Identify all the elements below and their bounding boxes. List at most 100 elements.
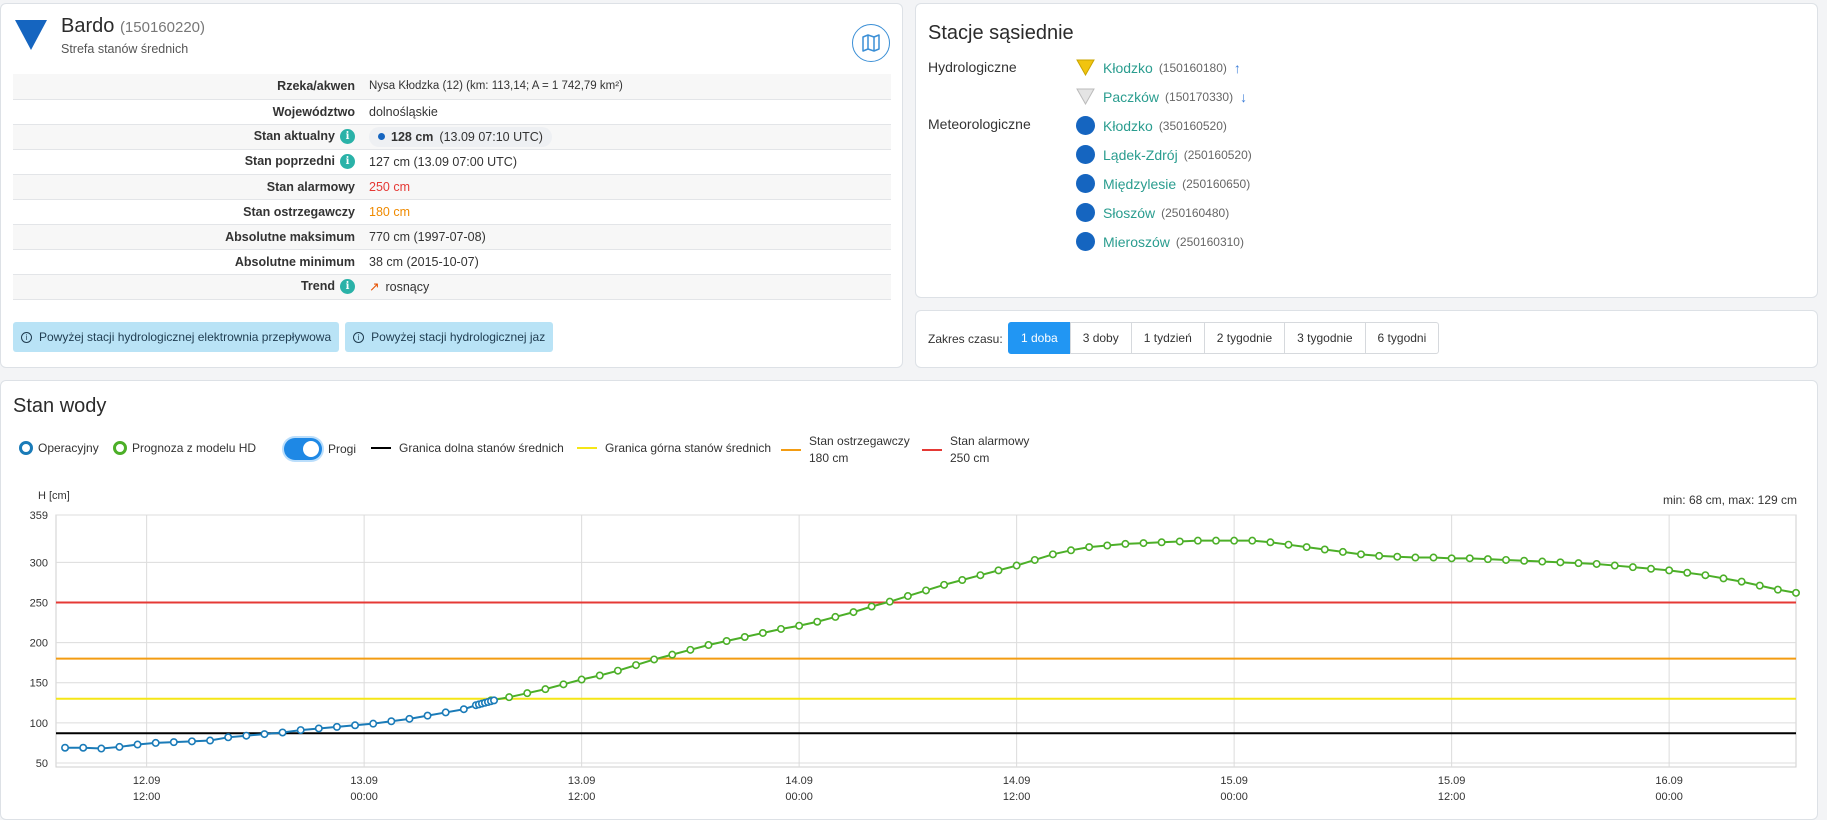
row-voivodeship: Województwo dolnośląskie [13, 99, 891, 125]
operational-point [224, 733, 233, 742]
forecast-point [1139, 539, 1148, 548]
range-2-weeks-button[interactable]: 2 tygodnie [1203, 322, 1286, 354]
forecast-point [1012, 561, 1021, 570]
operational-point [133, 740, 142, 749]
alarm-level-label: Stan alarmowy [13, 174, 363, 200]
upstream-arrow-icon: ↑ [1233, 59, 1241, 76]
operational-point [278, 728, 287, 737]
meteo-station-item[interactable]: Kłodzko (350160520) [1076, 116, 1227, 135]
row-warning-level: Stan ostrzegawczy 180 cm [13, 199, 891, 225]
forecast-point [1773, 585, 1782, 594]
legend-warning[interactable]: Stan ostrzegawczy 180 cm [781, 433, 910, 467]
hydro-station-item[interactable]: Kłodzko (150160180) ↑ [1076, 59, 1241, 76]
station-card: Bardo (150160220) Strefa stanów średnich… [0, 3, 903, 368]
station-link[interactable]: Kłodzko [1103, 117, 1153, 134]
station-zone: Strefa stanów średnich [61, 42, 189, 56]
forecast-point [1683, 568, 1692, 577]
forecast-point [1212, 536, 1221, 545]
x-tick-date: 13.09 [568, 775, 596, 787]
hydro-triangle-yellow-icon [1076, 59, 1095, 76]
x-tick-date: 15.09 [1438, 775, 1466, 787]
forecast-point [1610, 561, 1619, 570]
note-chip[interactable]: i Powyżej stacji hydrologicznej jaz [345, 322, 554, 352]
operational-point [296, 726, 305, 735]
forecast-ring-icon [113, 441, 127, 455]
range-6-weeks-button[interactable]: 6 tygodni [1364, 322, 1440, 354]
range-3-weeks-button[interactable]: 3 tygodnie [1284, 322, 1366, 354]
forecast-point [1230, 536, 1239, 545]
forecast-point [795, 621, 804, 630]
trend-up-arrow-icon: ↗ [369, 280, 380, 294]
legend-operational[interactable]: Operacyjny [19, 441, 99, 455]
meteo-station-item[interactable]: Mieroszów (250160310) [1076, 232, 1244, 251]
meteo-station-item[interactable]: Lądek-Zdrój (250160520) [1076, 145, 1252, 164]
station-code: (150160180) [1158, 60, 1227, 75]
legend-upper-bound[interactable]: Granica górna stanów średnich [577, 441, 771, 455]
y-tick-label: 150 [30, 678, 48, 690]
forecast-point [686, 645, 695, 654]
meteo-dot-icon [1076, 232, 1095, 251]
toggle-switch[interactable] [284, 438, 322, 460]
voivodeship-value: dolnośląskie [363, 99, 891, 125]
operational-point [314, 724, 323, 733]
current-level-label: Stan aktualny [253, 128, 335, 143]
previous-level-label: Stan poprzedni [244, 153, 335, 168]
forecast-point [1447, 554, 1456, 563]
meteo-station-item[interactable]: Międzylesie (250160650) [1076, 174, 1250, 193]
operational-point [332, 722, 341, 731]
station-link[interactable]: Lądek-Zdrój [1103, 146, 1178, 163]
forecast-point [505, 693, 514, 702]
station-link[interactable]: Międzylesie [1103, 175, 1177, 192]
legend-label: Operacyjny [38, 441, 99, 455]
station-link[interactable]: Słoszów [1103, 204, 1156, 221]
meteo-dot-icon [1076, 145, 1095, 164]
forecast-point [903, 592, 912, 601]
map-button[interactable] [852, 24, 890, 62]
row-trend: Trend i ↗ rosnący [13, 274, 891, 300]
hydro-station-item[interactable]: Paczków (150170330) ↓ [1076, 88, 1247, 105]
station-link[interactable]: Paczków [1103, 88, 1160, 105]
water-level-card: Stan wody Operacyjny Prognoza z modelu H… [0, 380, 1818, 820]
range-3-days-button[interactable]: 3 doby [1069, 322, 1132, 354]
row-river: Rzeka/akwen Nysa Kłodzka (12) (km: 113,1… [13, 74, 891, 100]
station-link[interactable]: Mieroszów [1103, 233, 1170, 250]
legend-label: Prognoza z modelu HD [132, 441, 257, 455]
status-dot-icon [378, 133, 385, 140]
water-level-title: Stan wody [13, 395, 107, 417]
abs-min-value: 38 cm (2015-10-07) [363, 249, 891, 275]
legend-label: Granica dolna stanów średnich [399, 441, 564, 455]
x-tick-time: 12:00 [133, 791, 161, 801]
abs-min-label: Absolutne minimum [13, 249, 363, 275]
note-chip[interactable]: i Powyżej stacji hydrologicznej elektrown… [13, 322, 340, 352]
alarm-level-value: 250 cm [363, 174, 891, 200]
y-tick-label: 300 [30, 557, 48, 569]
voivodeship-label: Województwo [13, 99, 363, 125]
legend-lower-bound[interactable]: Granica dolna stanów średnich [371, 441, 564, 455]
warning-level-label: Stan ostrzegawczy [13, 199, 363, 225]
info-icon[interactable]: i [340, 279, 355, 295]
forecast-point [577, 675, 586, 684]
meteo-station-item[interactable]: Słoszów (250160480) [1076, 203, 1229, 222]
thresholds-toggle[interactable]: Progi [284, 438, 356, 460]
range-1-day-button[interactable]: 1 doba [1008, 322, 1071, 354]
forecast-point [1030, 555, 1039, 564]
forecast-point [1266, 538, 1275, 547]
x-tick-date: 14.09 [1003, 775, 1031, 787]
info-icon[interactable]: i [340, 129, 355, 145]
forecast-point [668, 650, 677, 659]
legend-alarm[interactable]: Stan alarmowy 250 cm [922, 433, 1029, 467]
forecast-point [740, 632, 749, 641]
forecast-point [813, 617, 822, 626]
forecast-point [650, 655, 659, 664]
forecast-point [849, 608, 858, 617]
range-1-week-button[interactable]: 1 tydzień [1130, 322, 1205, 354]
forecast-point [758, 628, 767, 637]
station-link[interactable]: Kłodzko [1103, 59, 1153, 76]
operational-point [351, 721, 360, 730]
water-level-chart[interactable]: 50 100 150 200 250 300 359 12.09 12:00 13.09 00:00… [1, 381, 1819, 801]
legend-forecast[interactable]: Prognoza z modelu HD [113, 441, 256, 455]
forecast-point [1792, 588, 1801, 597]
forecast-point [1483, 555, 1492, 564]
forecast-point [1393, 552, 1402, 561]
info-icon[interactable]: i [340, 154, 355, 170]
